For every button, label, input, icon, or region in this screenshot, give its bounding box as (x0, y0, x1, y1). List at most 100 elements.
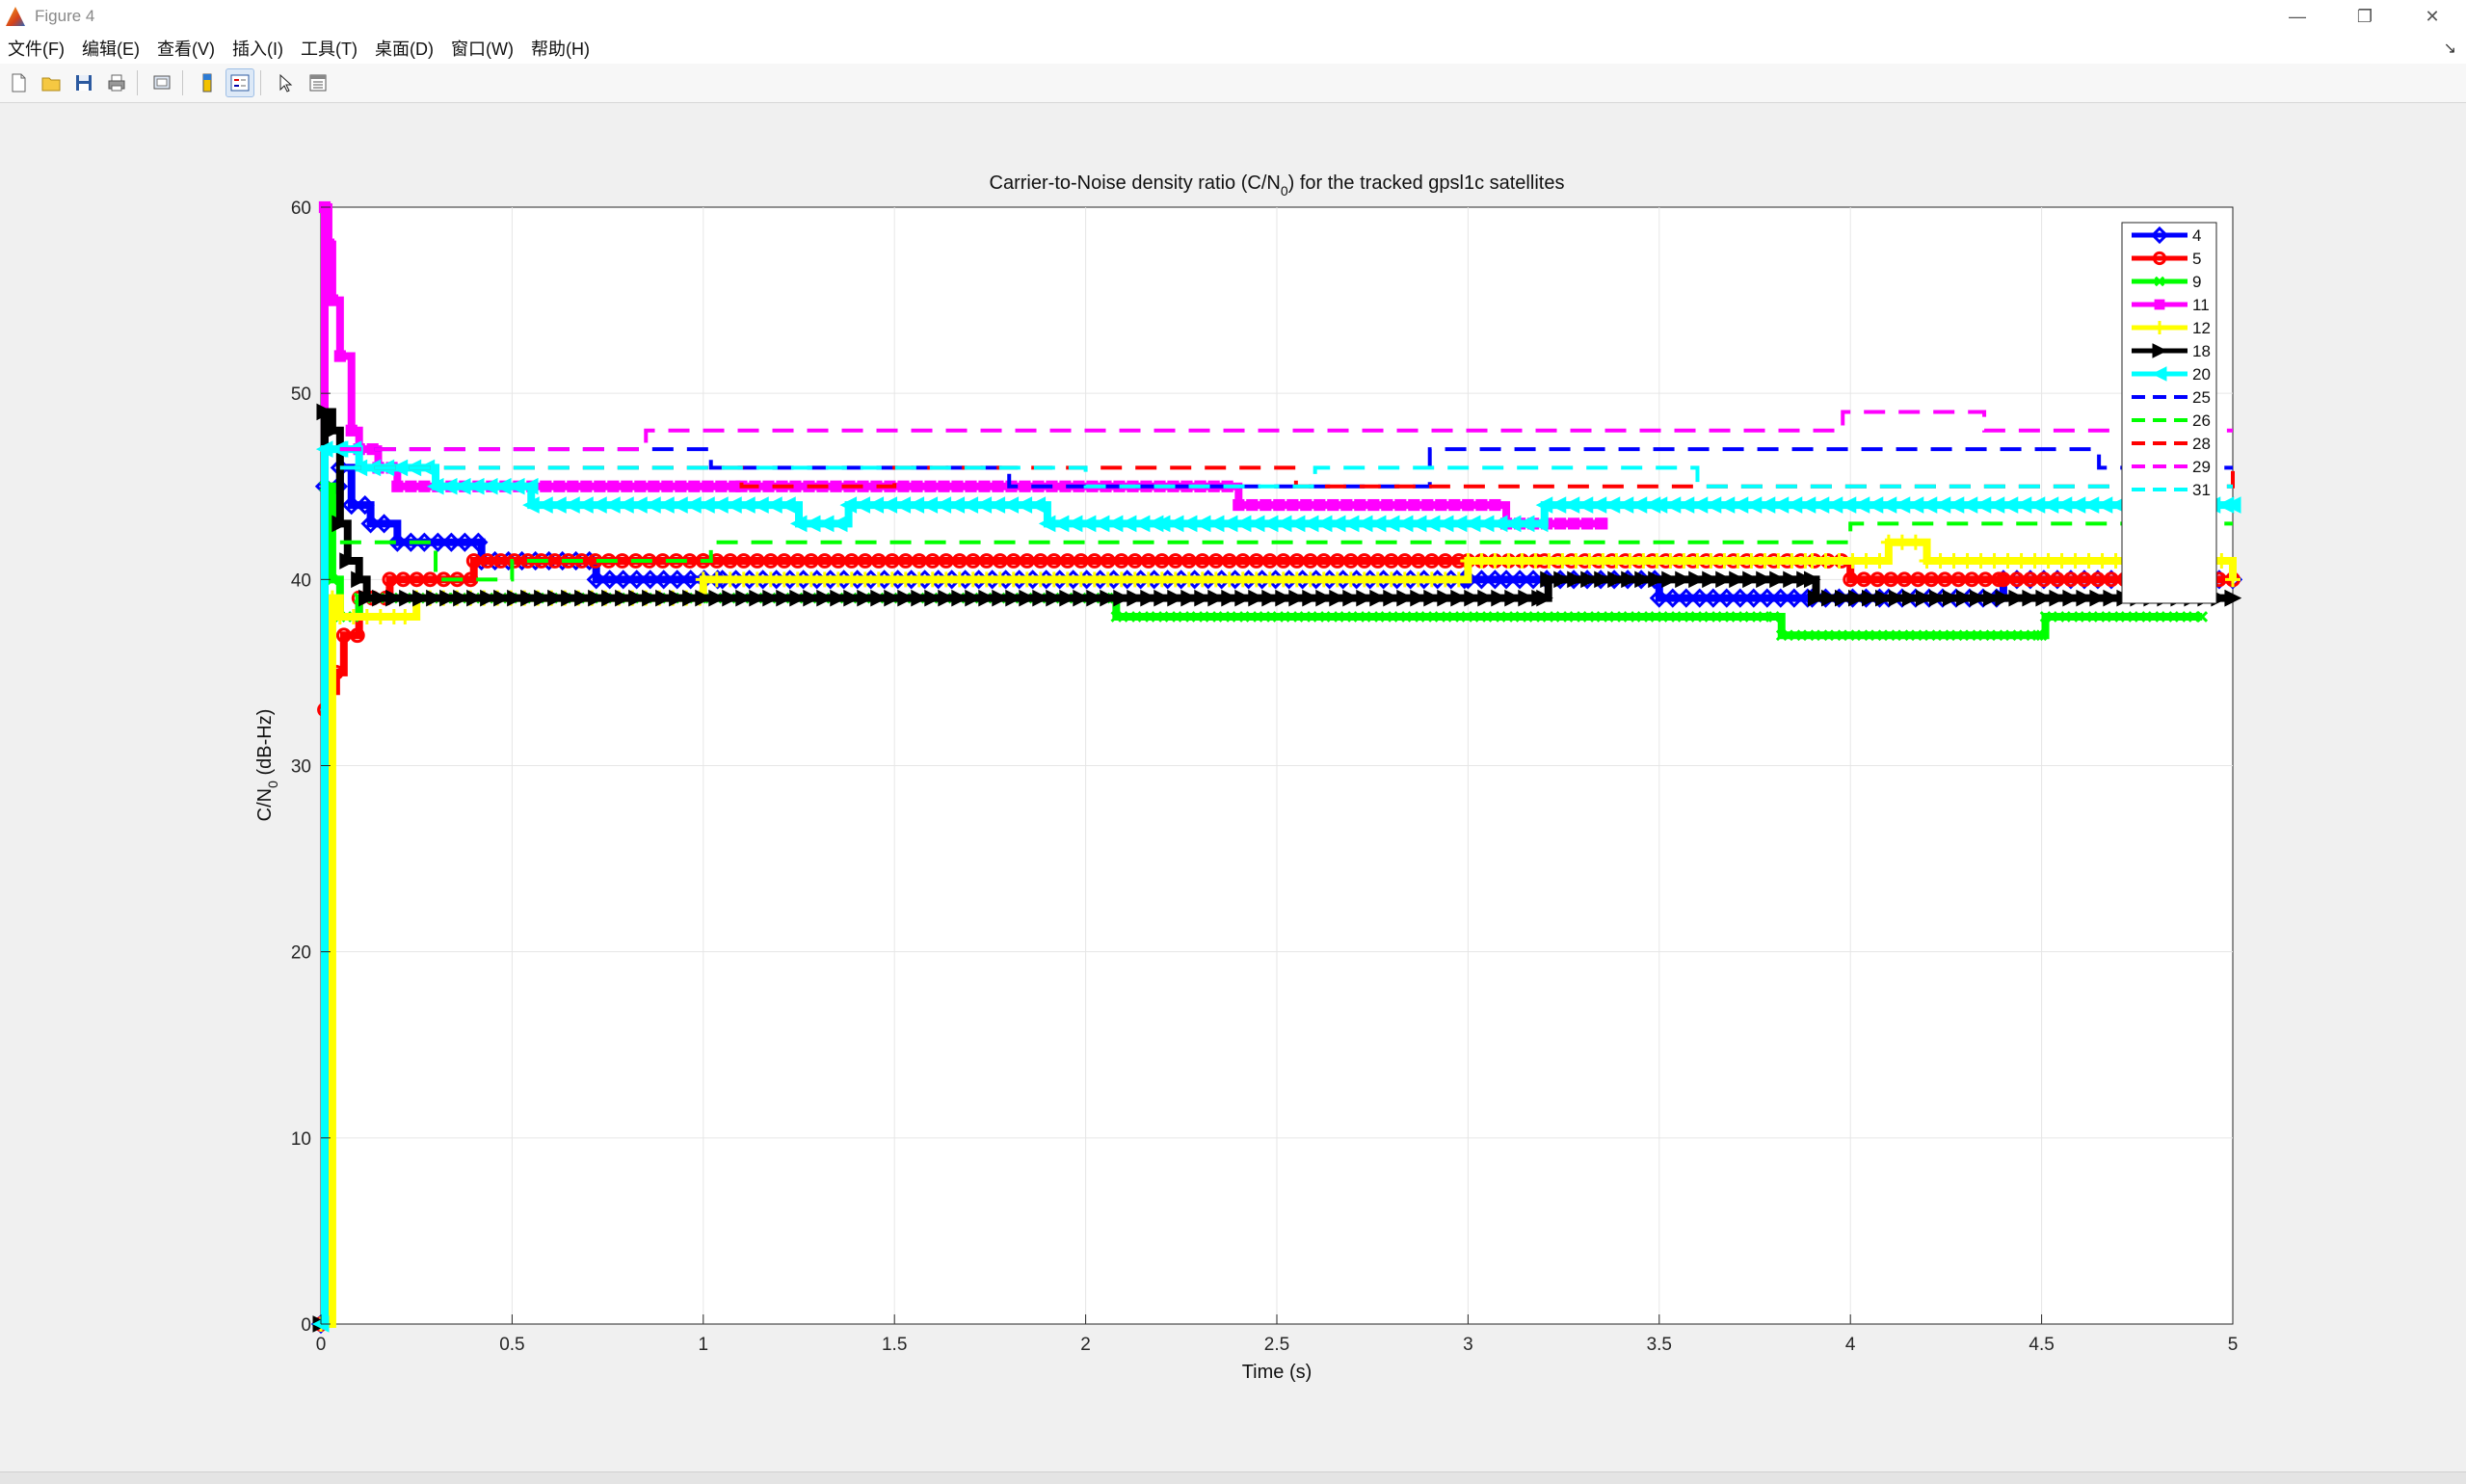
data-marker-18 (1073, 589, 1090, 607)
print-button[interactable] (102, 68, 131, 97)
link-plot-icon (153, 75, 171, 90)
new-figure-button[interactable] (4, 68, 33, 97)
data-marker-18 (1942, 589, 1960, 607)
data-marker-12 (2013, 553, 2029, 570)
data-marker-18 (1288, 589, 1306, 607)
data-marker-9 (1366, 611, 1379, 623)
legend-entry-25: 25 (2132, 388, 2211, 407)
data-marker-11 (661, 480, 674, 492)
data-marker-18 (1729, 570, 1746, 589)
data-marker-9 (1744, 611, 1757, 623)
data-marker-11 (924, 480, 937, 492)
data-marker-9 (1690, 611, 1703, 623)
data-marker-11 (938, 480, 950, 492)
menu-bar: 文件(F) 编辑(E) 查看(V) 插入(I) 工具(T) 桌面(D) 窗口(W… (0, 33, 2466, 64)
data-marker-18 (1661, 570, 1679, 589)
data-marker-12 (1817, 553, 1834, 570)
data-marker-18 (911, 589, 928, 607)
x-tick-label: 4 (1845, 1335, 1856, 1355)
data-marker-18 (816, 589, 834, 607)
menu-help[interactable]: 帮助(H) (530, 40, 590, 59)
data-marker-18 (1100, 589, 1117, 607)
data-marker-12 (1315, 571, 1332, 588)
property-inspector-button[interactable] (304, 68, 332, 97)
data-marker-18 (1491, 589, 1508, 607)
data-marker-18 (1046, 589, 1063, 607)
data-marker-9 (1124, 611, 1136, 623)
data-marker-9 (2031, 629, 2044, 642)
data-marker-4 (1770, 588, 1790, 608)
menu-view[interactable]: 查看(V) (156, 40, 215, 59)
data-marker-18 (1234, 589, 1252, 607)
data-marker-11 (580, 480, 593, 492)
data-marker-18 (1194, 589, 1211, 607)
dock-figure-icon[interactable]: ↘ (2443, 40, 2456, 57)
save-button[interactable] (69, 68, 98, 97)
insert-legend-button[interactable] (225, 68, 254, 97)
data-marker-9 (2004, 629, 2017, 642)
data-marker-12 (1554, 553, 1571, 570)
data-marker-18 (534, 589, 551, 607)
data-marker-18 (1995, 589, 2013, 607)
data-marker-18 (1248, 589, 1265, 607)
data-marker-9 (1950, 629, 1963, 642)
data-marker-11 (1580, 517, 1594, 530)
data-marker-18 (1504, 589, 1522, 607)
restore-button[interactable]: ❐ (2331, 0, 2399, 33)
menu-file[interactable]: 文件(F) (8, 40, 65, 59)
insert-colorbar-button[interactable] (193, 68, 222, 97)
x-tick-label: 1 (699, 1335, 709, 1355)
data-marker-12 (708, 571, 725, 588)
data-marker-12 (803, 571, 819, 588)
data-marker-18 (1261, 589, 1279, 607)
data-marker-18 (426, 589, 443, 607)
data-marker-12 (2094, 553, 2110, 570)
data-marker-18 (1675, 570, 1692, 589)
y-tick-label: 60 (291, 199, 311, 219)
data-marker-18 (385, 589, 403, 607)
data-marker-12 (1127, 571, 1143, 588)
series-12 (313, 534, 2241, 1332)
menu-desktop[interactable]: 桌面(D) (374, 40, 434, 59)
data-marker-12 (2027, 553, 2043, 570)
data-marker-12 (816, 571, 833, 588)
legend[interactable]: 4 5 9 11 12 18 20 25 26 28 29 31 (2121, 222, 2217, 604)
menu-window[interactable]: 窗口(W) (450, 40, 514, 59)
grid-lines (321, 207, 2233, 1324)
data-marker-9 (1775, 629, 1788, 642)
data-marker-11 (1567, 517, 1580, 530)
data-marker-12 (978, 571, 994, 588)
menu-edit[interactable]: 编辑(E) (81, 40, 140, 59)
data-marker-18 (965, 589, 982, 607)
menu-insert[interactable]: 插入(I) (231, 40, 283, 59)
data-marker-18 (1580, 570, 1598, 589)
data-marker-12 (924, 571, 941, 588)
data-marker-11 (1354, 498, 1366, 512)
close-button[interactable]: ✕ (2399, 0, 2466, 33)
data-marker-11 (897, 480, 910, 492)
edit-plot-button[interactable] (271, 68, 300, 97)
link-plot-button[interactable] (147, 68, 176, 97)
data-marker-18 (1369, 589, 1387, 607)
data-marker-18 (1634, 570, 1652, 589)
data-marker-12 (1743, 553, 1760, 570)
open-file-button[interactable] (37, 68, 66, 97)
data-marker-18 (1969, 589, 1987, 607)
data-marker-20 (520, 477, 539, 495)
data-marker-12 (1410, 571, 1426, 588)
data-marker-18 (1553, 570, 1571, 589)
data-marker-11 (675, 480, 687, 492)
data-marker-12 (951, 571, 968, 588)
data-marker-18 (1180, 589, 1198, 607)
data-marker-18 (735, 589, 753, 607)
data-marker-9 (1767, 611, 1780, 623)
data-marker-12 (722, 571, 738, 588)
minimize-button[interactable]: — (2264, 0, 2331, 33)
data-marker-11 (715, 480, 728, 492)
menu-tools[interactable]: 工具(T) (300, 40, 358, 59)
y-axis-label: C/N0 (dB-Hz) (254, 709, 280, 822)
series-line-31 (339, 465, 2233, 489)
data-marker-4 (1730, 588, 1750, 608)
data-marker-18 (951, 589, 968, 607)
